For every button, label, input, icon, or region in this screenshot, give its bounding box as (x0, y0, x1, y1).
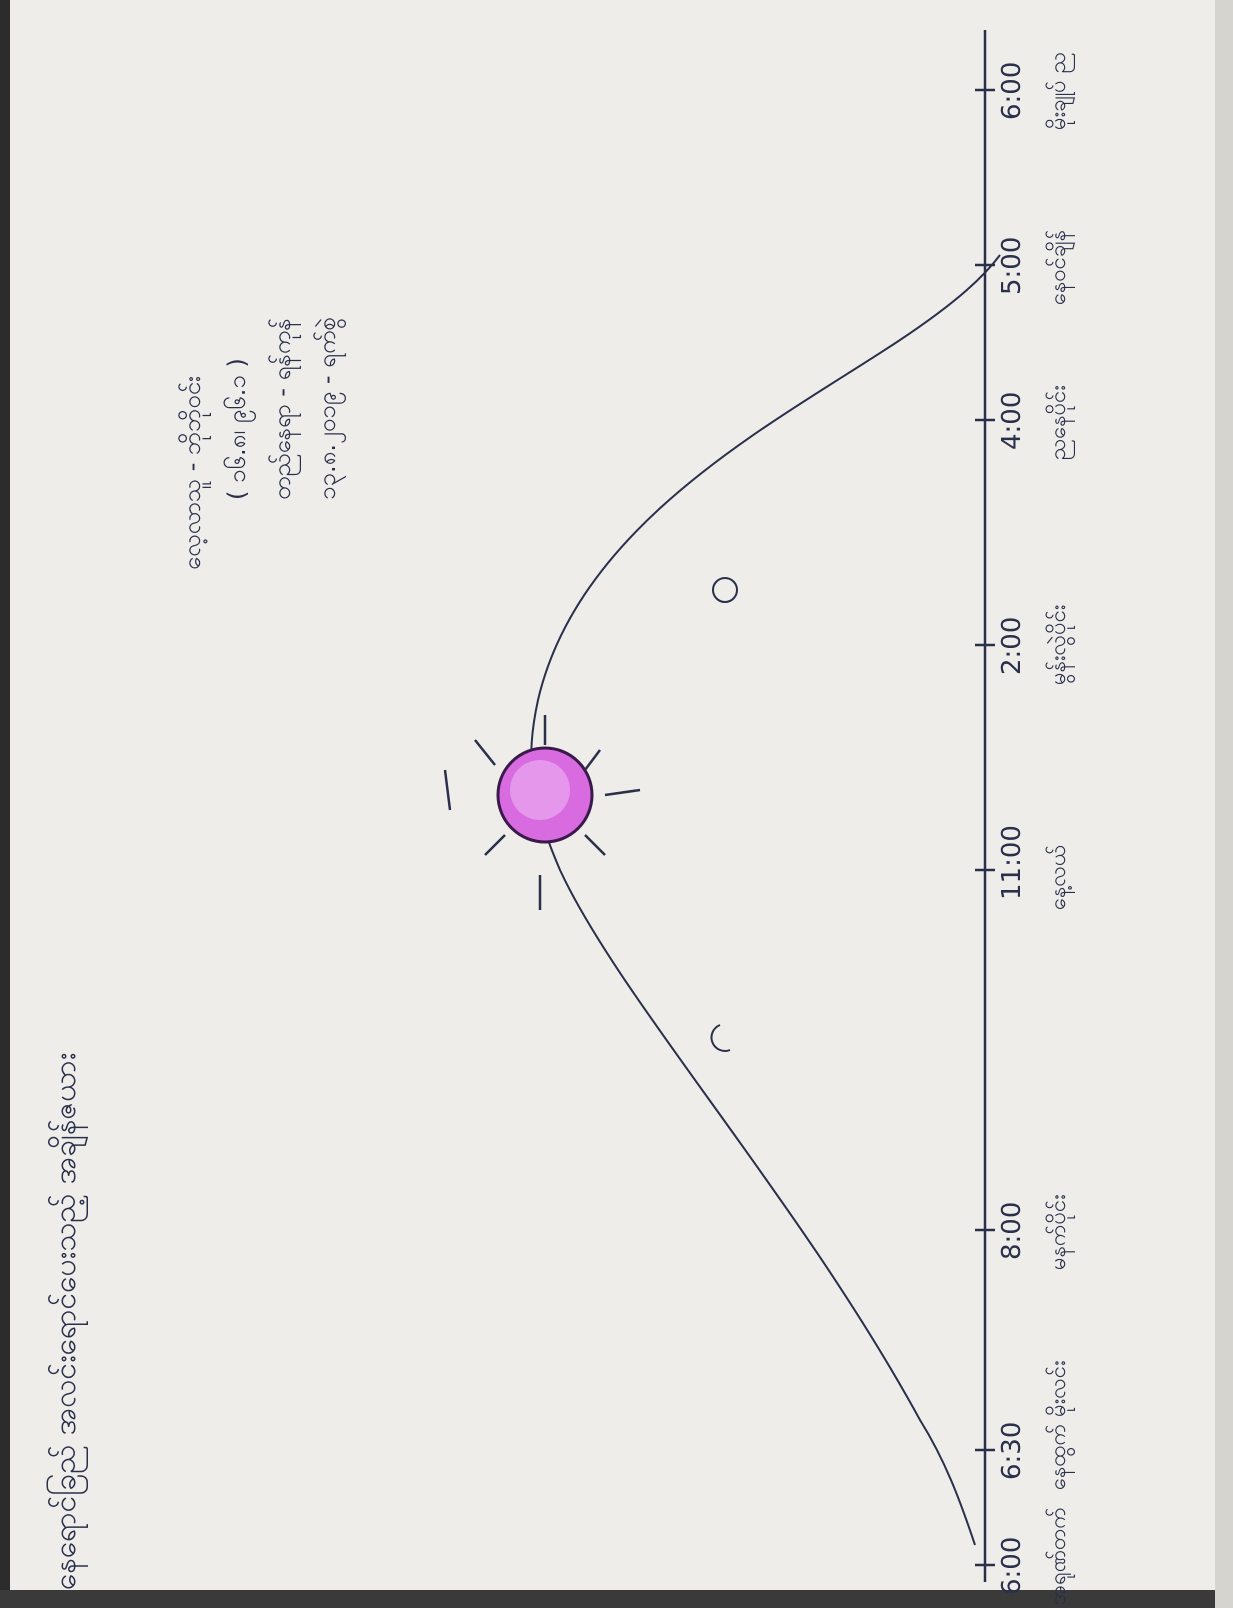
sun-rays (443, 715, 641, 910)
sun (443, 715, 641, 910)
period-label: နေဝင်ချိန် (1045, 230, 1075, 305)
period-label: မနက်ပိုင်း (1045, 1194, 1075, 1270)
period-label: နေ့လယ် (1045, 845, 1075, 910)
sun-highlight (510, 760, 570, 820)
time-label: 5:00 (997, 237, 1027, 295)
time-label: 4:00 (997, 392, 1027, 450)
period-label: မိုးချုပ် ည (1045, 52, 1076, 130)
axis-labels: 6:00 အရုဏ်တက် 6:30 နေထွက် မိုးလင်း 8:00 မနက်ပ… (975, 52, 1076, 1605)
time-label: 6:00 (997, 62, 1027, 120)
period-label: အရုဏ်တက် (1045, 1507, 1075, 1605)
period-label: နေထွက် မိုးလင်း (1045, 1360, 1076, 1490)
diagram-title: နေရောင်ခြည် အလင်းရောင်ပေးသည့် အချိန်ဇယား (46, 1053, 89, 1590)
time-label: 6:30 (997, 1422, 1027, 1480)
page-edge (0, 1590, 1233, 1608)
time-label: 2:00 (997, 617, 1027, 675)
note-line: တည်နေရာ - ရန်ကုန် (267, 318, 301, 500)
time-label: 11:00 (997, 825, 1027, 900)
period-label: မွန်းလွဲပိုင်း (1045, 604, 1076, 685)
doodles (710, 577, 738, 1052)
note-line: လေ့လာသူ - ဘိုဘိုဝင်း (177, 376, 211, 570)
time-label: 8:00 (997, 1202, 1027, 1260)
period-label: ညနေပိုင်း (1045, 385, 1075, 460)
time-label: 6:00 (997, 1537, 1027, 1595)
page-edge (1215, 0, 1233, 1608)
page-edge (0, 0, 10, 1608)
note-line: ( ၁၆.၈၊ ၉၆.၁ ) (222, 358, 256, 500)
notes: ၁၃.၈.၂၀၁၉ - ရက်စွဲတည်နေရာ - ရန်ကုန်( ၁၆.… (177, 317, 347, 570)
